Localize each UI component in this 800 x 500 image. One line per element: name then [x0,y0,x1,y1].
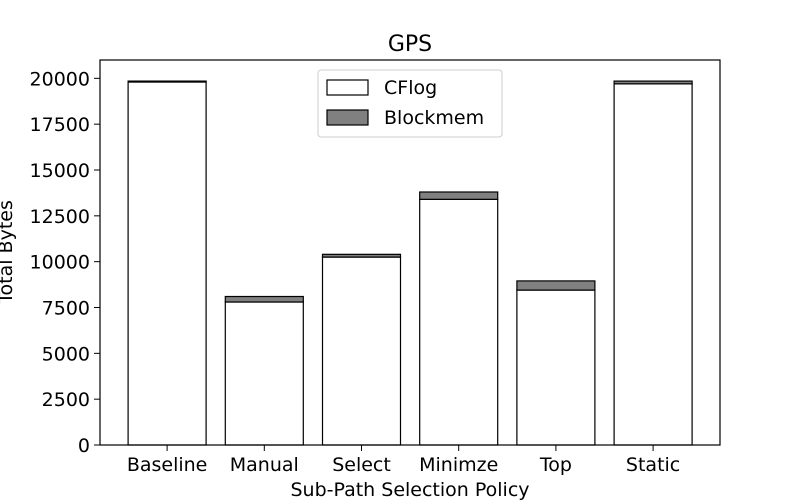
legend-label-blockmem: Blockmem [384,107,484,129]
bar-blockmem-baseline [127,80,207,83]
legend: CFlog Blockmem [317,69,503,138]
legend-label-cflog: CFlog [384,77,437,99]
y-tick-label: 10000 [30,252,90,274]
y-axis: 0 2500 5000 7500 10000 12500 15000 17500 20000 [30,68,100,457]
y-tick-label: 12500 [30,206,90,228]
x-tick-label: Select [332,454,391,476]
x-axis: Baseline Manual Select Minimze Top Static [127,445,680,476]
plot-frame [99,59,721,446]
x-tick-label: Static [626,454,680,476]
bar-blockmem-manual [224,295,304,303]
y-tick-label: 17500 [30,114,90,136]
bar-blockmem-select [321,253,402,258]
chart-title: GPS [388,32,432,57]
bar-cflog-manual [224,301,304,446]
bar-cflog-static [613,83,693,446]
legend-swatch-blockmem [326,109,369,126]
y-tick-label: 7500 [42,298,90,320]
y-tick-label: 5000 [42,343,90,365]
bar-cflog-top [516,289,596,446]
y-tick-label: 20000 [30,68,90,90]
y-axis-title: Total Bytes [0,200,17,305]
y-tick-label: 15000 [30,160,90,182]
legend-swatch-cflog [326,79,369,96]
bar-cflog-baseline [127,81,207,446]
x-tick-label: Minimze [419,454,498,476]
y-tick-label: 2500 [42,389,90,411]
x-tick-label: Baseline [127,454,208,476]
bar-blockmem-static [613,80,693,85]
bar-cflog-minimze [419,198,499,446]
bar-cflog-select [321,256,402,446]
x-tick-label: Top [539,454,572,476]
y-tick-label: 0 [78,435,90,457]
bar-blockmem-minimze [419,191,499,200]
bar-blockmem-top [516,280,596,291]
bars-group [127,80,693,446]
x-tick-label: Manual [230,454,299,476]
x-axis-title: Sub-Path Selection Policy [290,479,529,500]
